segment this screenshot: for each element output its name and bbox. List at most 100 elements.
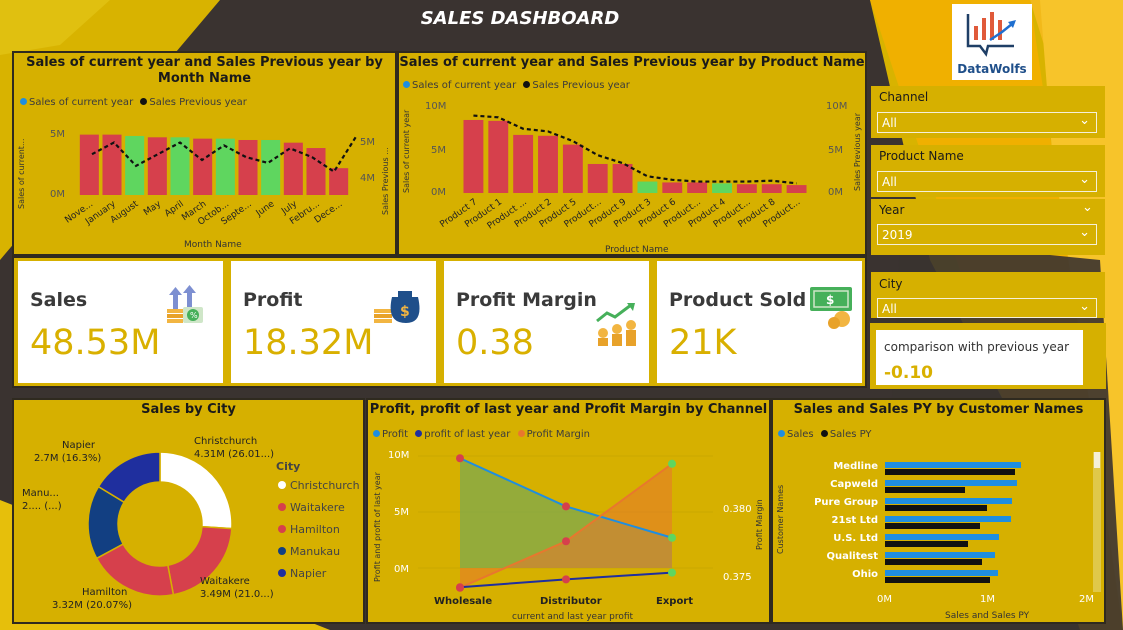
month-bar (329, 168, 349, 195)
kpi-card-product-sold[interactable]: Product Sold 21K $ (657, 261, 862, 383)
slicer-year[interactable]: 2019 ⌄ (877, 224, 1097, 245)
channel-profit-point (456, 454, 464, 463)
customer-sales-bar (885, 480, 1017, 486)
comparison-box[interactable]: comparison with previous year -0.10 (876, 330, 1083, 385)
city-legend-item: Christchurch (290, 479, 360, 492)
month-bar (79, 134, 99, 195)
month-bar (306, 148, 326, 195)
product-ylabel-left: Sales of current year (402, 109, 411, 193)
coins-growth-icon: % (167, 285, 203, 323)
legend-item-sales-current: Sales of current year (412, 80, 517, 91)
channel-ytick-5m: 5M (394, 507, 409, 518)
customer-sales-bar (885, 462, 1021, 468)
product-bar (687, 182, 708, 193)
city-label-waitakere: Waitakere (200, 576, 250, 587)
channel-margin-point (562, 537, 570, 546)
channel-chart-svg: Profit and profit of last year Profit Ma… (373, 450, 764, 622)
customer-chart-panel[interactable]: Sales and Sales PY by Customer Names Sal… (771, 398, 1106, 624)
month-bar (147, 137, 167, 195)
product-bar (637, 181, 658, 193)
slicer-label-year: Year (879, 203, 905, 217)
channel-profit-point (668, 533, 676, 542)
channel-xtick-distributor: Distributor (540, 596, 602, 607)
legend-item-sales-current: Sales of current year (29, 97, 134, 108)
product-bar (662, 182, 683, 193)
customer-xtick-2m: 2M (1079, 594, 1094, 605)
product-ytick-10m: 10M (425, 101, 446, 112)
money-bag-icon: $ (374, 291, 420, 323)
product-py-line (473, 114, 797, 185)
product-ytick-right-5m: 5M (828, 145, 843, 156)
kpi-card-profit[interactable]: Profit 18.32M $ (231, 261, 436, 383)
city-value-napier: 2.7M (16.3%) (34, 453, 101, 464)
channel-ytick-0m: 0M (394, 564, 409, 575)
kpi-value: 18.32M (243, 323, 374, 363)
channel-ytick-right-0380: 0.380 (723, 504, 752, 515)
month-ylabel-right: Sales Previous ... (381, 147, 390, 215)
product-chart-panel[interactable]: Sales of current year and Sales Previous… (397, 51, 867, 256)
customer-sales-py-bar (885, 469, 1015, 475)
channel-last-year-point (668, 568, 676, 577)
city-legend-marker (278, 503, 286, 511)
legend-item-sales-previous: Sales Previous year (532, 80, 630, 91)
customer-ylabel: Customer Names (776, 485, 785, 554)
kpi-label: Sales (30, 289, 88, 311)
kpi-card-sales[interactable]: Sales 48.53M % (18, 261, 223, 383)
customer-sales-py-bar (885, 505, 987, 511)
slicer-product[interactable]: All ⌄ (877, 171, 1097, 192)
month-bar (215, 138, 235, 195)
city-chart-panel[interactable]: Sales by City Christchurch 4.31M (26.01.… (12, 398, 365, 624)
customer-sales-py-bar (885, 541, 968, 547)
scrollbar-track[interactable] (1093, 452, 1101, 592)
kpi-value: 48.53M (30, 323, 161, 363)
city-legend-item: Hamilton (290, 523, 340, 536)
month-chart-panel[interactable]: Sales of current year and Sales Previous… (12, 51, 397, 256)
product-chart-svg: Sales of current year Sales Previous yea… (402, 101, 862, 255)
month-xlabel: Month Name (184, 240, 242, 250)
city-label-hamilton: Hamilton (82, 587, 127, 598)
donut-slice (159, 451, 233, 530)
month-xtick-label: June (254, 199, 277, 219)
channel-chart-legend: Profit profit of last year Profit Margin (373, 429, 590, 440)
month-bar (283, 142, 303, 195)
slicer-channel[interactable]: All ⌄ (877, 112, 1097, 133)
city-legend-marker (278, 481, 286, 489)
month-bar (193, 138, 213, 195)
customer-name-label: U.S. Ltd (833, 533, 878, 544)
customer-sales-py-bar (885, 487, 965, 493)
city-value-waitakere: 3.49M (21.0...) (200, 589, 274, 600)
legend-item-profit: Profit (382, 429, 409, 440)
product-bar (786, 185, 807, 193)
city-chart-title: Sales by City (141, 402, 236, 417)
customer-sales-py-bar (885, 577, 990, 583)
channel-margin-point (668, 459, 676, 468)
channel-ylabel: Profit and profit of last year (373, 471, 382, 582)
customer-chart-legend: Sales Sales PY (778, 429, 872, 440)
dashboard-title: SALES DASHBOARD (420, 8, 620, 29)
channel-area (460, 463, 672, 588)
customer-name-label: Qualitest (826, 551, 878, 562)
slicer-label-city: City (879, 277, 903, 291)
customer-name-label: Ohio (852, 569, 878, 580)
customer-name-label: Medline (833, 461, 878, 472)
channel-xtick-export: Export (656, 596, 693, 607)
scrollbar-thumb[interactable] (1094, 452, 1100, 468)
month-ytick-right-4m: 4M (360, 173, 375, 184)
comparison-label: comparison with previous year (884, 340, 1070, 354)
customer-chart-svg: Customer Names 0M 1M 2M Sales and Sales … (776, 452, 1101, 621)
city-legend-marker (278, 569, 286, 577)
channel-chart-panel[interactable]: Profit, profit of last year and Profit M… (366, 398, 771, 624)
city-label-manukau: Manu... (22, 488, 59, 499)
kpi-label: Profit (243, 289, 303, 311)
customer-xtick-0m: 0M (877, 594, 892, 605)
chevron-down-icon[interactable]: ⌄ (1082, 200, 1093, 215)
customer-sales-bar (885, 552, 995, 558)
product-bar (761, 184, 782, 193)
city-legend-item: Waitakere (290, 501, 345, 514)
slicer-city[interactable]: All ⌄ (877, 298, 1097, 318)
product-bar (587, 163, 608, 193)
slicer-value: All (882, 175, 897, 189)
product-bar (488, 120, 509, 193)
kpi-card-profit-margin[interactable]: Profit Margin 0.38 (444, 261, 649, 383)
product-ytick-5m: 5M (431, 145, 446, 156)
